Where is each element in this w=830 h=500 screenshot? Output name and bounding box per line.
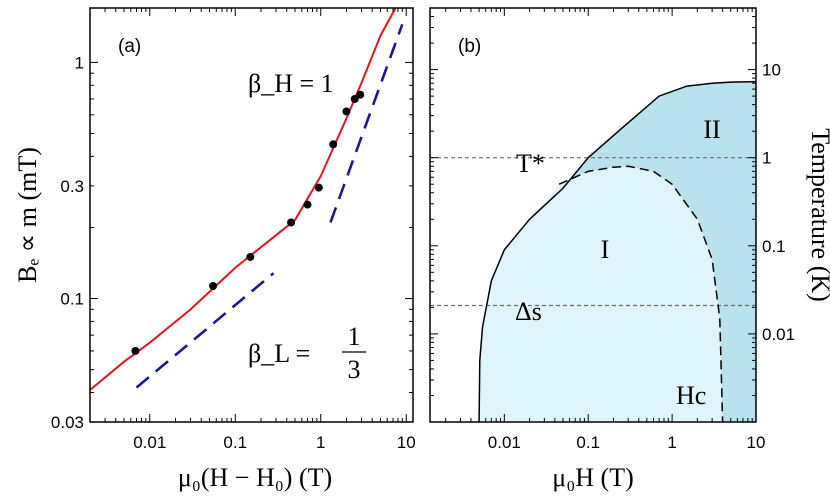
x-tick-label: 10 [747, 433, 766, 452]
y-tick-label: 0.03 [51, 413, 84, 432]
guide-line-2 [329, 23, 404, 223]
data-point [350, 94, 359, 103]
x-tick-label: 1 [667, 433, 676, 452]
panel-b-label: (b) [458, 36, 481, 57]
hc-boundary [558, 165, 724, 422]
data-point [131, 346, 140, 355]
panel-b-y-axis-label: Temperature (K) [806, 128, 830, 302]
panel-b-frame [429, 7, 757, 423]
region-ii-label: II [703, 115, 720, 144]
delta-s-label: Δs [515, 297, 542, 326]
x-tick-label: 10 [397, 433, 416, 452]
x-tick-label: 0.01 [488, 433, 521, 452]
beta-l-numerator: 1 [348, 322, 361, 351]
data-point [342, 107, 351, 116]
data-point [356, 90, 365, 99]
panel-a-y-axis-label: Bₑ ∝ m (mT) [13, 147, 42, 283]
data-point [314, 183, 323, 192]
y-tick-label: 0.3 [60, 177, 84, 196]
panel-b: 0.01 0.1 1 10 0.01 0.1 1 10 (b) μ₀H (T) Tempera… [429, 7, 830, 492]
fit-curve [90, 8, 397, 391]
y-tick-label: 0.1 [60, 290, 84, 309]
y-tick-label: 0.1 [762, 237, 786, 256]
x-tick-label: 1 [316, 433, 325, 452]
panel-a-frame [89, 7, 414, 423]
panel-a-label: (a) [118, 36, 141, 57]
x-tick-label: 0.01 [133, 433, 166, 452]
t-star-label: T* [516, 149, 545, 178]
panel-a-x-axis-label: μ₀(H − H₀) (T) [178, 463, 332, 492]
panel-a-plot-area [90, 8, 404, 391]
y-tick-label: 0.01 [762, 325, 795, 344]
y-tick-label: 1 [75, 53, 84, 72]
y-tick-label: 10 [762, 61, 781, 80]
y-tick-label: 1 [762, 149, 771, 168]
data-point [209, 282, 218, 290]
x-tick-label: 0.1 [576, 433, 600, 452]
beta-h-label: β_H = 1 [248, 69, 334, 98]
beta-l-label: β_L = 1 3 [248, 322, 366, 384]
data-point [303, 200, 312, 209]
data-point [246, 252, 255, 261]
panel-a: 0.01 0.1 1 10 0.03 0.1 0.3 1 (a) μ₀(H − H₀) (T)… [13, 7, 416, 492]
panel-b-x-axis-label: μ₀H (T) [552, 463, 633, 492]
outer-boundary [478, 80, 756, 422]
data-point [287, 218, 296, 227]
region-i-label: I [601, 235, 610, 264]
region-i-fill [479, 166, 723, 422]
x-tick-label: 0.1 [223, 433, 247, 452]
panel-b-plot-area [430, 80, 756, 422]
beta-l-denominator: 3 [348, 355, 361, 384]
hc-label: Hc [676, 381, 706, 410]
panel-a-ticks: 0.01 0.1 1 10 0.03 0.1 0.3 1 [51, 8, 416, 452]
data-point [329, 140, 338, 149]
guide-line-1 [135, 272, 275, 389]
beta-l-main: β_L = [248, 339, 310, 368]
